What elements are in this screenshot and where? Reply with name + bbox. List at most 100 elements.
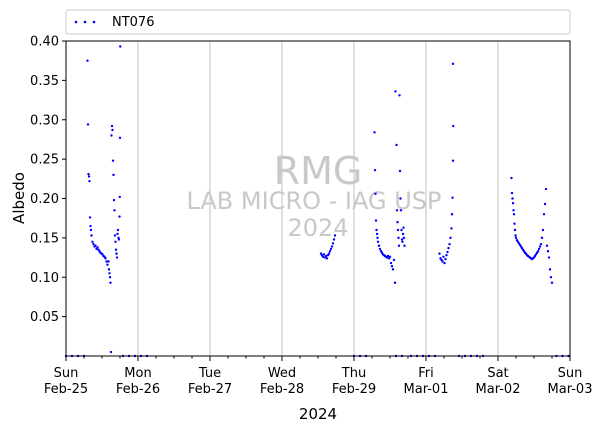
data-point — [113, 234, 117, 237]
data-point — [325, 257, 329, 260]
data-point — [109, 281, 112, 284]
data-point — [376, 236, 379, 240]
legend-marker — [74, 20, 96, 24]
data-point — [542, 213, 546, 216]
data-point — [327, 252, 331, 255]
data-point — [104, 257, 107, 260]
data-point — [511, 202, 515, 205]
data-point — [377, 244, 381, 247]
data-point — [111, 128, 114, 132]
data-point — [399, 209, 403, 212]
data-point — [510, 176, 513, 180]
data-point — [544, 187, 548, 191]
y-tick-label: 0.25 — [30, 153, 59, 168]
data-point — [116, 232, 119, 236]
data-point — [451, 62, 455, 66]
data-point — [109, 350, 113, 354]
data-point — [87, 172, 90, 176]
data-point — [115, 252, 118, 255]
data-point — [392, 258, 396, 262]
watermark-line-2: LAB MICRO - IAG USP — [186, 187, 441, 215]
data-point — [106, 263, 109, 266]
data-point — [391, 268, 395, 271]
data-point — [451, 159, 455, 162]
data-point — [536, 250, 540, 253]
data-point — [395, 143, 398, 147]
data-point — [89, 228, 93, 232]
data-point — [446, 250, 449, 254]
data-point — [397, 244, 401, 247]
data-point — [543, 202, 547, 206]
data-point — [324, 254, 328, 258]
data-point — [512, 213, 516, 216]
data-point — [331, 242, 335, 245]
data-point — [396, 228, 400, 232]
x-tick-day: Sun — [54, 366, 79, 381]
y-tick-label: 0.15 — [30, 231, 59, 246]
data-point — [450, 213, 454, 216]
data-point — [388, 255, 392, 258]
data-point — [107, 268, 111, 271]
data-point — [92, 242, 95, 246]
data-point — [322, 253, 326, 256]
x-tick-day: Tue — [198, 366, 221, 381]
x-tick-date: Mar-02 — [476, 382, 521, 397]
data-point — [512, 209, 515, 212]
data-point — [546, 250, 550, 253]
data-point — [389, 261, 393, 265]
data-point — [445, 254, 448, 257]
data-point — [374, 219, 378, 222]
data-point — [118, 136, 122, 140]
data-point — [545, 244, 549, 247]
data-point — [90, 234, 93, 237]
x-tick-day: Wed — [268, 366, 296, 381]
data-point — [401, 240, 404, 244]
grid — [137, 41, 499, 356]
y-axis-title: Albedo — [10, 172, 28, 224]
data-point — [107, 260, 110, 263]
data-point — [96, 246, 99, 249]
data-point — [114, 240, 117, 244]
data-point — [442, 255, 445, 258]
data-point — [399, 197, 402, 200]
data-point — [402, 226, 405, 229]
x-tick-day: Thu — [341, 366, 366, 381]
data-point — [540, 236, 544, 240]
data-point — [393, 281, 397, 284]
data-point — [113, 209, 116, 212]
data-point — [110, 124, 114, 128]
data-point — [403, 244, 406, 247]
data-point — [400, 228, 403, 232]
data-point — [117, 238, 121, 241]
data-point — [452, 124, 455, 128]
legend: NT076 — [65, 9, 571, 35]
legend-label-nt076: NT076 — [112, 15, 154, 30]
x-axis-title: 2024 — [299, 405, 337, 423]
data-point — [451, 196, 454, 199]
data-point — [395, 209, 399, 212]
data-point — [511, 197, 514, 200]
legend-dot — [92, 20, 96, 24]
data-point — [111, 159, 115, 162]
legend-dot — [83, 20, 87, 24]
data-point — [537, 247, 541, 251]
data-point — [376, 240, 380, 244]
y-axis-ticks: 0.05 0.10 0.15 0.20 0.25 0.30 0.35 0.40 — [30, 35, 66, 325]
data-point — [333, 234, 337, 237]
data-point — [108, 272, 111, 275]
data-point — [443, 261, 446, 265]
data-point — [448, 242, 451, 246]
legend-dot — [74, 20, 78, 24]
data-point — [539, 242, 543, 246]
data-point — [548, 268, 552, 271]
data-point — [112, 173, 115, 177]
data-point — [373, 168, 377, 172]
data-point — [444, 257, 447, 261]
data-point — [105, 260, 108, 263]
data-point — [514, 236, 518, 240]
x-tick-date: Mar-03 — [548, 382, 593, 397]
x-tick-date: Feb-28 — [260, 382, 304, 397]
data-point — [386, 254, 390, 258]
data-point — [396, 220, 399, 224]
